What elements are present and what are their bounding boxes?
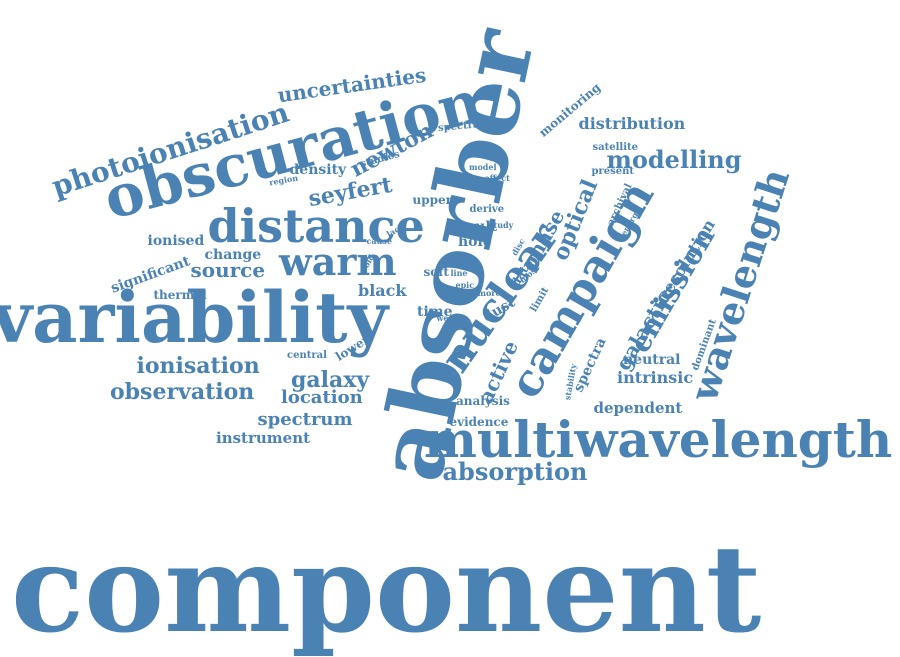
- word-cause: cause: [366, 236, 392, 246]
- word-week: week: [436, 313, 460, 323]
- word-present: present: [591, 166, 635, 177]
- word-component: component: [11, 519, 762, 657]
- word-effect: effect: [484, 173, 510, 183]
- word-central: central: [287, 350, 327, 361]
- word-change: change: [204, 247, 262, 263]
- word-analysis: analysis: [456, 394, 510, 408]
- word-absorption: absorption: [442, 457, 588, 486]
- word-location: location: [281, 387, 363, 408]
- word-distance: distance: [207, 199, 425, 253]
- word-more: more: [477, 288, 501, 298]
- word-result: result: [451, 219, 498, 235]
- word-multiwavelength: multiwavelength: [424, 410, 893, 469]
- word-neutral: neutral: [623, 352, 681, 368]
- word-satellite: satellite: [592, 142, 638, 153]
- word-modelling: modelling: [606, 145, 742, 174]
- word-black: black: [358, 281, 407, 300]
- word-model: model: [469, 162, 497, 172]
- word-derive: derive: [469, 204, 505, 215]
- word-galaxy: galaxy: [291, 367, 370, 393]
- word-hole: hole: [458, 234, 492, 250]
- word-study: study: [489, 220, 514, 230]
- word-dependent: dependent: [593, 398, 683, 417]
- word-upper: upper: [412, 193, 452, 207]
- word-ionised: ionised: [147, 233, 205, 249]
- word-spectrum: spectrum: [257, 409, 353, 430]
- word-source: source: [190, 258, 266, 282]
- word-density: density: [289, 162, 347, 178]
- word-evidence: evidence: [449, 415, 509, 429]
- word-observation: observation: [110, 379, 255, 405]
- word-ionisation: ionisation: [136, 353, 260, 379]
- word-thermal: thermal: [153, 288, 207, 302]
- word-time: time: [417, 304, 453, 320]
- word-warm: warm: [279, 239, 397, 284]
- word-instrument: instrument: [216, 428, 311, 447]
- word-line: line: [450, 268, 468, 278]
- word-intrinsic: intrinsic: [617, 368, 694, 387]
- word-variability: variability: [0, 276, 389, 359]
- word-distribution: distribution: [578, 114, 686, 133]
- word-epic: epic: [455, 280, 475, 290]
- word-soft: soft: [423, 265, 449, 279]
